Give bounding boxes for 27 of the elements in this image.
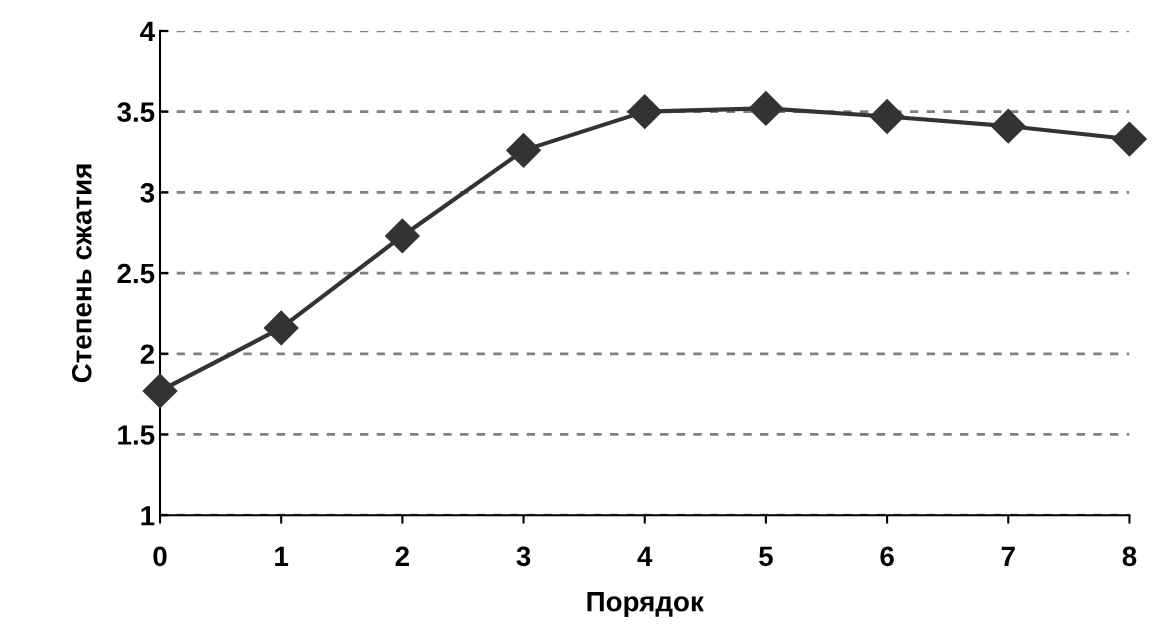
x-tick-label: 5 (759, 546, 773, 567)
point (748, 91, 784, 126)
y-tick-label: 1 (141, 506, 155, 526)
x-tick-label: 8 (1122, 546, 1137, 567)
point (506, 132, 541, 168)
point (627, 94, 663, 130)
y-tick-label: 2 (140, 344, 155, 364)
x-tick-label: 2 (395, 546, 409, 566)
y-tick-label: 2.5 (117, 263, 155, 284)
y-tick-label: 4 (140, 21, 156, 41)
y-axis-title: Степень сжатия (71, 164, 92, 383)
x-tick-label: 6 (880, 546, 894, 567)
x-tick-label: 3 (516, 546, 531, 567)
point (990, 108, 1026, 144)
y-tick-label: 3 (140, 183, 155, 203)
y-tick-label: 1.5 (118, 425, 155, 445)
y-tick-label: 3.5 (117, 102, 155, 122)
x-tick-label: 4 (637, 546, 653, 566)
point (1112, 121, 1147, 157)
point (869, 99, 905, 134)
x-axis-title: Порядок (587, 592, 704, 617)
point (384, 218, 420, 254)
point (263, 310, 299, 346)
x-tick-label: 7 (1001, 546, 1015, 566)
x-tick-label: 1 (275, 546, 289, 566)
point (142, 373, 178, 409)
x-tick-label: 0 (153, 546, 167, 567)
